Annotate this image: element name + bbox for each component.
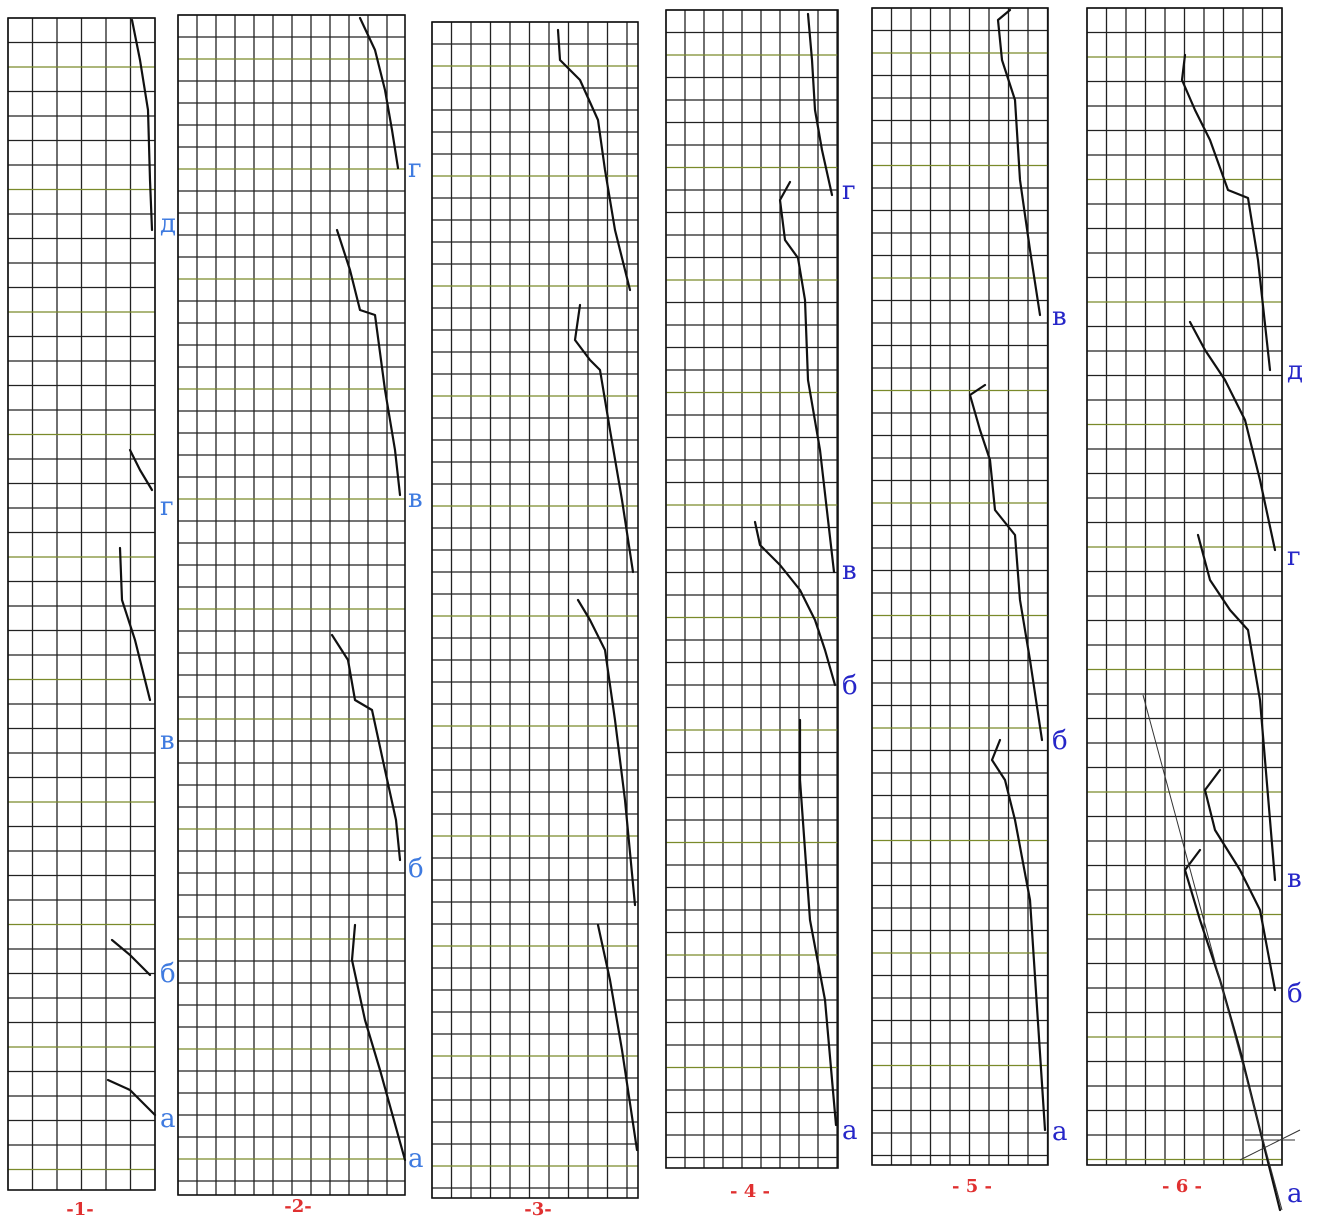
point-label: а <box>1287 1179 1303 1209</box>
trace <box>996 8 1042 317</box>
point-label: б <box>1052 726 1068 756</box>
strip-caption: - 5 - <box>952 1176 992 1197</box>
trace <box>118 546 152 702</box>
point-label: г <box>408 154 422 184</box>
strip-caption: - 4 - <box>730 1181 770 1202</box>
point-label: г <box>1287 542 1301 572</box>
strip-caption: - 6 - <box>1162 1176 1202 1197</box>
trace <box>990 738 1047 1132</box>
trace <box>968 383 1044 742</box>
point-label: в <box>408 484 423 514</box>
strip-frame <box>665 9 839 1169</box>
trace <box>106 1078 157 1117</box>
trace <box>350 923 407 1162</box>
point-label: б <box>408 854 424 884</box>
strip: -3- <box>431 21 639 1220</box>
strip-frame <box>431 21 639 1199</box>
trace <box>335 228 402 497</box>
strip-caption: -2- <box>284 1196 311 1217</box>
strip-frame <box>177 14 406 1196</box>
strip-caption: -1- <box>66 1199 93 1220</box>
point-label: а <box>842 1116 858 1146</box>
trace <box>358 16 400 170</box>
trace <box>1203 768 1277 992</box>
trace <box>130 18 154 232</box>
point-label: б <box>160 959 176 989</box>
point-label: д <box>1287 356 1303 386</box>
point-label: в <box>1287 864 1302 894</box>
trace <box>596 923 639 1152</box>
point-label: г <box>842 176 856 206</box>
strip: д г в б а - 6 - <box>1086 7 1303 1212</box>
point-label: б <box>1287 979 1303 1009</box>
point-label: б <box>842 671 858 701</box>
strip: д г в б а -1- <box>7 17 176 1220</box>
trace <box>1196 533 1277 882</box>
trace <box>1188 320 1277 552</box>
strip: в б а - 5 - <box>871 7 1068 1197</box>
trace <box>806 12 834 197</box>
point-label: в <box>1052 302 1067 332</box>
point-label: в <box>160 726 175 756</box>
point-label: д <box>160 209 176 239</box>
trace <box>110 938 152 977</box>
trace <box>576 598 637 907</box>
trace <box>753 520 837 687</box>
strip-frame <box>7 17 156 1191</box>
strip: г в б а -2- <box>177 14 424 1217</box>
ruler-line <box>1142 694 1283 1211</box>
trace <box>128 448 154 492</box>
trace <box>573 303 635 574</box>
point-label: а <box>408 1144 424 1174</box>
trace <box>778 180 836 574</box>
strip-frame <box>871 7 1049 1166</box>
trace <box>556 28 632 292</box>
strip: г в б а - 4 - <box>665 9 858 1202</box>
point-label: а <box>160 1104 176 1134</box>
mark <box>1239 1129 1301 1161</box>
trace <box>330 633 402 862</box>
strip-frame <box>1086 7 1283 1166</box>
trace <box>798 718 838 1127</box>
trace <box>1180 53 1272 372</box>
point-label: г <box>160 492 174 522</box>
point-label: в <box>842 556 857 586</box>
strip-caption: -3- <box>524 1199 551 1220</box>
point-label: а <box>1052 1117 1068 1147</box>
